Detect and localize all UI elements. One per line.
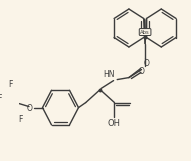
Text: Abs: Abs: [140, 29, 150, 35]
Text: F: F: [8, 80, 12, 89]
Text: OH: OH: [108, 119, 121, 128]
Text: O: O: [143, 59, 149, 68]
Text: F: F: [18, 115, 23, 124]
Text: O: O: [27, 104, 33, 113]
Text: F: F: [0, 94, 2, 103]
Text: O: O: [138, 67, 144, 76]
Text: HN: HN: [103, 70, 114, 79]
